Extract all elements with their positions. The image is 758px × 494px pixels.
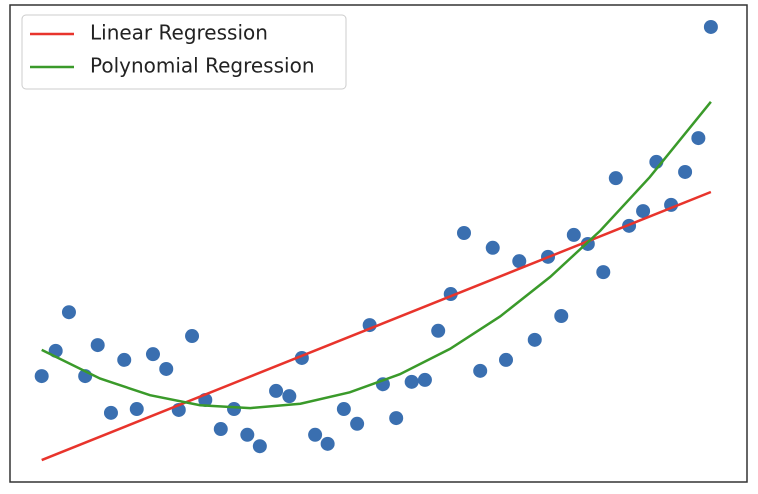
data-point [159, 361, 174, 376]
data-point [431, 323, 446, 338]
data-point [145, 347, 160, 362]
data-point [703, 19, 718, 34]
data-point [554, 309, 569, 324]
data-point [691, 131, 706, 146]
data-point [404, 374, 419, 389]
data-point [34, 369, 49, 384]
data-point [117, 352, 132, 367]
data-point [596, 265, 611, 280]
data-point [240, 427, 255, 442]
data-point [320, 436, 335, 451]
data-point [336, 402, 351, 417]
data-point [227, 402, 242, 417]
legend-box [21, 14, 347, 90]
data-point [456, 226, 471, 241]
data-point [213, 422, 228, 437]
data-point [185, 329, 200, 344]
line [41, 101, 712, 410]
line [41, 190, 712, 462]
data-point [350, 416, 365, 431]
data-point [90, 338, 105, 353]
data-point [636, 204, 651, 219]
data-point [527, 332, 542, 347]
data-point [485, 240, 500, 255]
data-point [252, 439, 267, 454]
data-point [129, 402, 144, 417]
data-point [499, 352, 514, 367]
data-point [473, 363, 488, 378]
data-point [61, 305, 76, 320]
data-point [103, 405, 118, 420]
data-point [308, 427, 323, 442]
data-point [417, 372, 432, 387]
data-point [566, 227, 581, 242]
data-point [608, 171, 623, 186]
legend: Linear Regression Polynomial Regression [21, 14, 347, 90]
legend-label: Polynomial Regression [90, 54, 315, 78]
data-point [269, 383, 284, 398]
data-point [512, 254, 527, 269]
data-point [389, 411, 404, 426]
data-point [678, 164, 693, 179]
legend-label: Linear Regression [90, 21, 268, 45]
data-point [282, 389, 297, 404]
